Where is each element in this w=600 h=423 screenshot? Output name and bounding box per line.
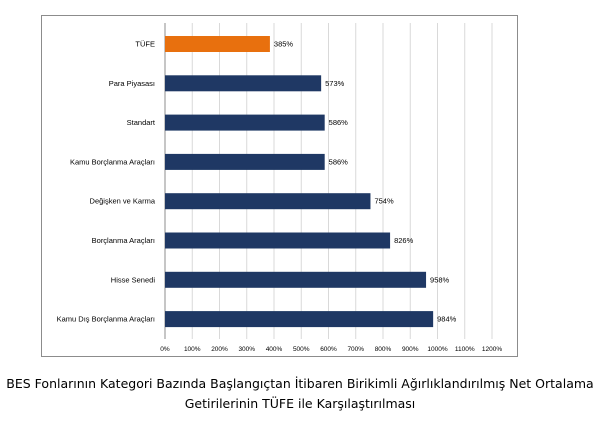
x-tick-label-500: 500% xyxy=(293,346,310,353)
data-label-kamu-borclanma-araclari: 586% xyxy=(329,157,349,166)
data-label-para-piyasasi: 573% xyxy=(325,79,345,88)
category-label-para-piyasasi: Para Piyasası xyxy=(109,79,155,88)
data-label-degisken-ve-karma: 754% xyxy=(374,197,394,206)
x-tick-label-400: 400% xyxy=(266,346,283,353)
data-label-hisse-senedi: 958% xyxy=(430,275,450,284)
category-label-degisken-ve-karma: Değişken ve Karma xyxy=(90,197,156,206)
x-tick-label-1200: 1200% xyxy=(482,346,502,353)
x-tick-label-100: 100% xyxy=(184,346,201,353)
x-tick-label-900: 900% xyxy=(402,346,419,353)
category-label-kamu-dis-borclanma-araclari: Kamu Dış Borçlanma Araçları xyxy=(57,315,155,324)
category-label-tufe: TÜFE xyxy=(135,40,155,49)
chart-frame: 0% 100% 200% 300% 400% 500% 600% 700% 800% 900% 10… xyxy=(41,15,518,357)
bar-borclanma-araclari xyxy=(165,232,391,249)
bar-hisse-senedi xyxy=(165,271,427,288)
x-tick-label-800: 800% xyxy=(375,346,392,353)
bar-standart xyxy=(165,114,325,131)
x-tick-label-200: 200% xyxy=(211,346,228,353)
bar-chart: 0% 100% 200% 300% 400% 500% 600% 700% 800% 900% 10… xyxy=(57,23,502,353)
x-tick-label-1100: 1100% xyxy=(455,346,475,353)
bar-degisken-ve-karma xyxy=(165,193,371,210)
x-tick-label-700: 700% xyxy=(347,346,364,353)
category-label-hisse-senedi: Hisse Senedi xyxy=(111,275,156,284)
bar-kamu-borclanma-araclari xyxy=(165,153,325,170)
caption-line-1: BES Fonlarının Kategori Bazında Başlangı… xyxy=(6,376,594,391)
bar-kamu-dis-borclanma-araclari xyxy=(165,311,434,328)
bar-para-piyasasi xyxy=(165,75,322,92)
caption-line-2: Getirilerinin TÜFE ile Karşılaştırılması xyxy=(184,396,416,411)
data-label-borclanma-araclari: 826% xyxy=(394,236,414,245)
category-label-standart: Standart xyxy=(127,118,156,127)
category-label-kamu-borclanma-araclari: Kamu Borçlanma Araçları xyxy=(70,157,155,166)
data-label-kamu-dis-borclanma-araclari: 984% xyxy=(437,315,457,324)
figure-caption: BES Fonlarının Kategori Bazında Başlangı… xyxy=(0,374,600,414)
x-tick-label-1000: 1000% xyxy=(427,346,447,353)
x-tick-label-600: 600% xyxy=(320,346,337,353)
category-label-borclanma-araclari: Borçlanma Araçları xyxy=(92,236,155,245)
data-label-standart: 586% xyxy=(329,118,349,127)
x-tick-label-300: 300% xyxy=(238,346,255,353)
data-label-tufe: 385% xyxy=(274,40,294,49)
bar-tufe xyxy=(165,36,270,52)
x-tick-label-0: 0% xyxy=(160,346,170,353)
